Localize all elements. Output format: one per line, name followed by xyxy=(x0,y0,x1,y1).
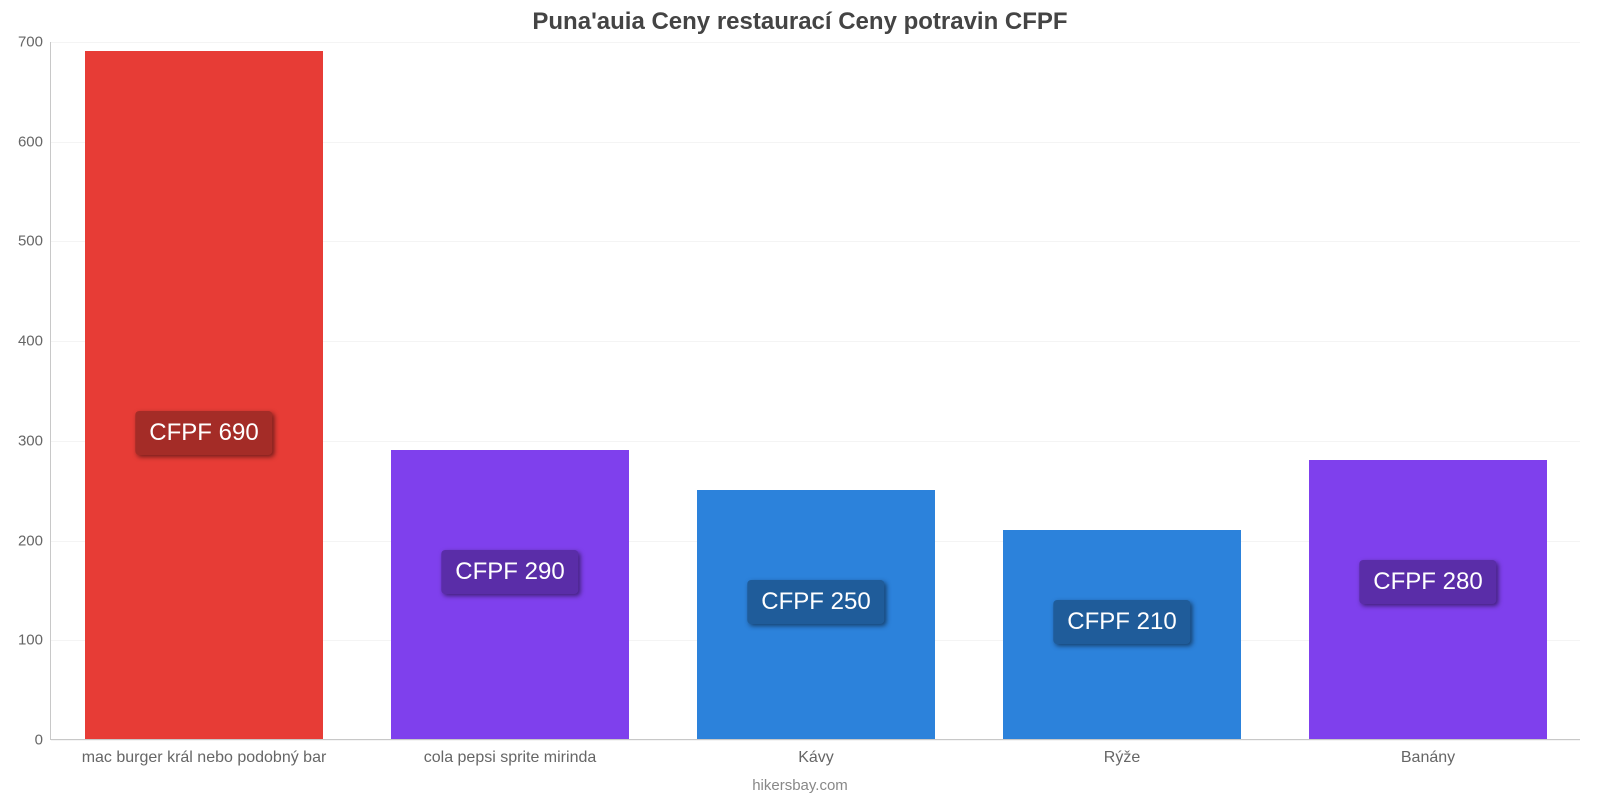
bar: CFPF 690 xyxy=(85,51,324,739)
bar: CFPF 210 xyxy=(1003,530,1242,739)
y-tick-label: 500 xyxy=(18,233,43,250)
x-tick-label: mac burger král nebo podobný bar xyxy=(82,749,327,767)
y-tick-label: 400 xyxy=(18,333,43,350)
y-tick-label: 0 xyxy=(35,732,43,749)
gridline xyxy=(51,740,1580,741)
y-tick-label: 300 xyxy=(18,432,43,449)
bar-value-label: CFPF 210 xyxy=(1053,600,1190,644)
chart-title: Puna'auia Ceny restaurací Ceny potravin … xyxy=(0,8,1600,36)
bar: CFPF 250 xyxy=(697,490,936,739)
bar-value-label: CFPF 690 xyxy=(135,411,272,455)
bar-value-label: CFPF 290 xyxy=(441,550,578,594)
chart-footer-credit: hikersbay.com xyxy=(0,777,1600,794)
bar-value-label: CFPF 280 xyxy=(1359,560,1496,604)
y-tick-label: 200 xyxy=(18,532,43,549)
x-tick-label: Banány xyxy=(1401,749,1455,767)
y-tick-label: 100 xyxy=(18,632,43,649)
y-tick-label: 600 xyxy=(18,133,43,150)
bar: CFPF 280 xyxy=(1309,460,1548,739)
x-tick-label: cola pepsi sprite mirinda xyxy=(424,749,597,767)
bar: CFPF 290 xyxy=(391,450,630,739)
bar-value-label: CFPF 250 xyxy=(747,580,884,624)
chart-container: Puna'auia Ceny restaurací Ceny potravin … xyxy=(0,0,1600,800)
x-tick-label: Kávy xyxy=(798,749,834,767)
plot-area: 0100200300400500600700CFPF 690mac burger… xyxy=(50,42,1580,740)
gridline xyxy=(51,42,1580,43)
y-tick-label: 700 xyxy=(18,34,43,51)
x-tick-label: Rýže xyxy=(1104,749,1140,767)
